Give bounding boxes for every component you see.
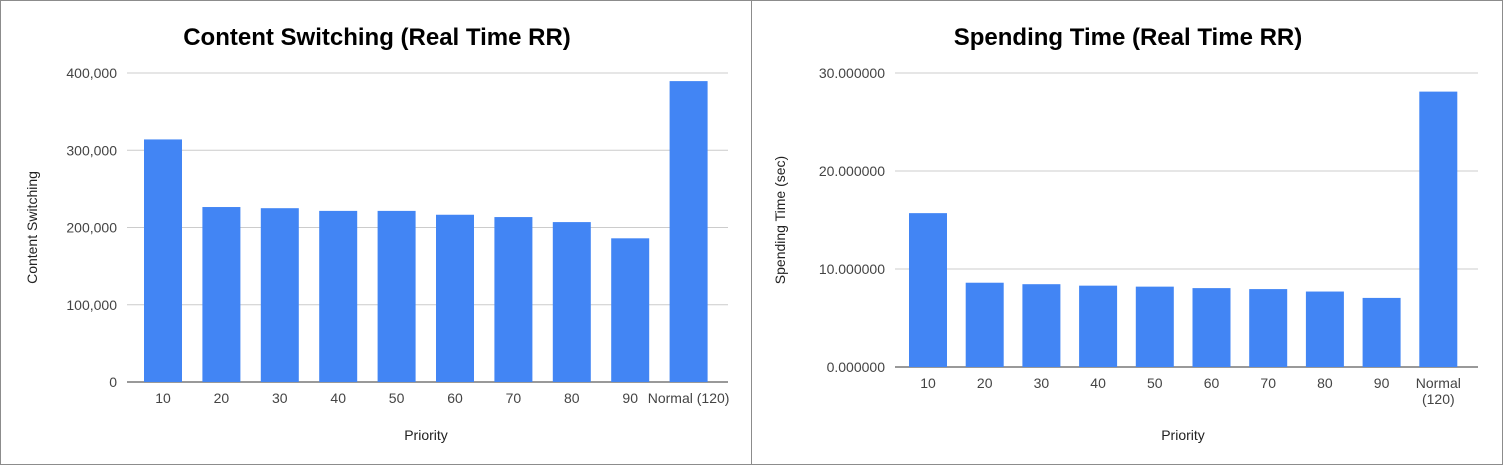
bar-90 bbox=[1362, 297, 1401, 367]
bar-normal-120 bbox=[669, 81, 708, 382]
chart-title: Spending Time (Real Time RR) bbox=[954, 24, 1303, 51]
y-tick-label: 10.000000 bbox=[819, 261, 885, 277]
x-tick-label: 60 bbox=[447, 390, 463, 406]
y-tick-label: 20.000000 bbox=[819, 163, 885, 179]
bar-10 bbox=[144, 139, 182, 382]
x-tick-label: 80 bbox=[1317, 375, 1333, 391]
y-tick-label: 0.000000 bbox=[827, 359, 886, 375]
x-tick-label: 40 bbox=[1090, 375, 1106, 391]
y-axis-label: Spending Time (sec) bbox=[772, 156, 788, 284]
x-tick-label: 70 bbox=[506, 390, 522, 406]
spending-time-chart: Spending Time (Real Time RR) 0.000000 10.0… bbox=[772, 24, 1478, 443]
bar-20 bbox=[965, 282, 1004, 367]
y-tick-label: 0 bbox=[109, 374, 117, 390]
bar-60 bbox=[1192, 288, 1231, 367]
x-tick-label: 50 bbox=[389, 390, 405, 406]
x-tick-label: 30 bbox=[272, 390, 288, 406]
bar-80 bbox=[1305, 291, 1344, 367]
x-tick-label: 10 bbox=[155, 390, 171, 406]
x-tick-label: 10 bbox=[920, 375, 936, 391]
bar-10 bbox=[909, 213, 947, 367]
y-tick-label: 200,000 bbox=[66, 220, 117, 236]
x-tick-label: 60 bbox=[1204, 375, 1220, 391]
chart-title: Content Switching (Real Time RR) bbox=[183, 24, 571, 51]
x-axis-label: Priority bbox=[404, 427, 448, 443]
bar-90 bbox=[611, 238, 650, 382]
chart-panel-content-switching: Content Switching (Real Time RR) 0 100,000… bbox=[0, 0, 752, 465]
x-tick-label: 50 bbox=[1147, 375, 1163, 391]
x-tick-label: 90 bbox=[622, 390, 638, 406]
bar-30 bbox=[1022, 284, 1061, 367]
x-tick-label: 40 bbox=[330, 390, 346, 406]
bar-40 bbox=[1079, 285, 1118, 367]
y-tick-label: 300,000 bbox=[66, 142, 117, 158]
y-tick-label: 100,000 bbox=[66, 297, 117, 313]
x-tick-label: 20 bbox=[214, 390, 230, 406]
content-switching-chart: Content Switching (Real Time RR) 0 100,000… bbox=[24, 24, 730, 443]
x-axis-label: Priority bbox=[1161, 427, 1205, 443]
x-tick-label: 90 bbox=[1374, 375, 1390, 391]
bar-normal-120 bbox=[1419, 91, 1458, 368]
x-tick-label: 30 bbox=[1034, 375, 1050, 391]
bar-40 bbox=[319, 210, 358, 382]
bar-80 bbox=[552, 222, 591, 382]
y-tick-label: 400,000 bbox=[66, 65, 117, 81]
bar-20 bbox=[202, 207, 241, 382]
bar-30 bbox=[260, 208, 299, 382]
bar-50 bbox=[377, 210, 416, 382]
bar-70 bbox=[1249, 289, 1288, 367]
x-tick-label: Normal (120) bbox=[648, 390, 730, 406]
bar-60 bbox=[436, 214, 474, 382]
chart-panel-spending-time: Spending Time (Real Time RR) 0.000000 10.0… bbox=[751, 0, 1503, 465]
bar-70 bbox=[494, 217, 533, 382]
x-tick-label: 80 bbox=[564, 390, 580, 406]
y-axis-label: Content Switching bbox=[24, 171, 40, 284]
x-tick-label: 20 bbox=[977, 375, 993, 391]
y-tick-label: 30.000000 bbox=[819, 65, 885, 81]
x-tick-label: Normal (120) bbox=[1416, 375, 1461, 407]
bar-50 bbox=[1135, 286, 1174, 367]
x-tick-label: 70 bbox=[1260, 375, 1276, 391]
